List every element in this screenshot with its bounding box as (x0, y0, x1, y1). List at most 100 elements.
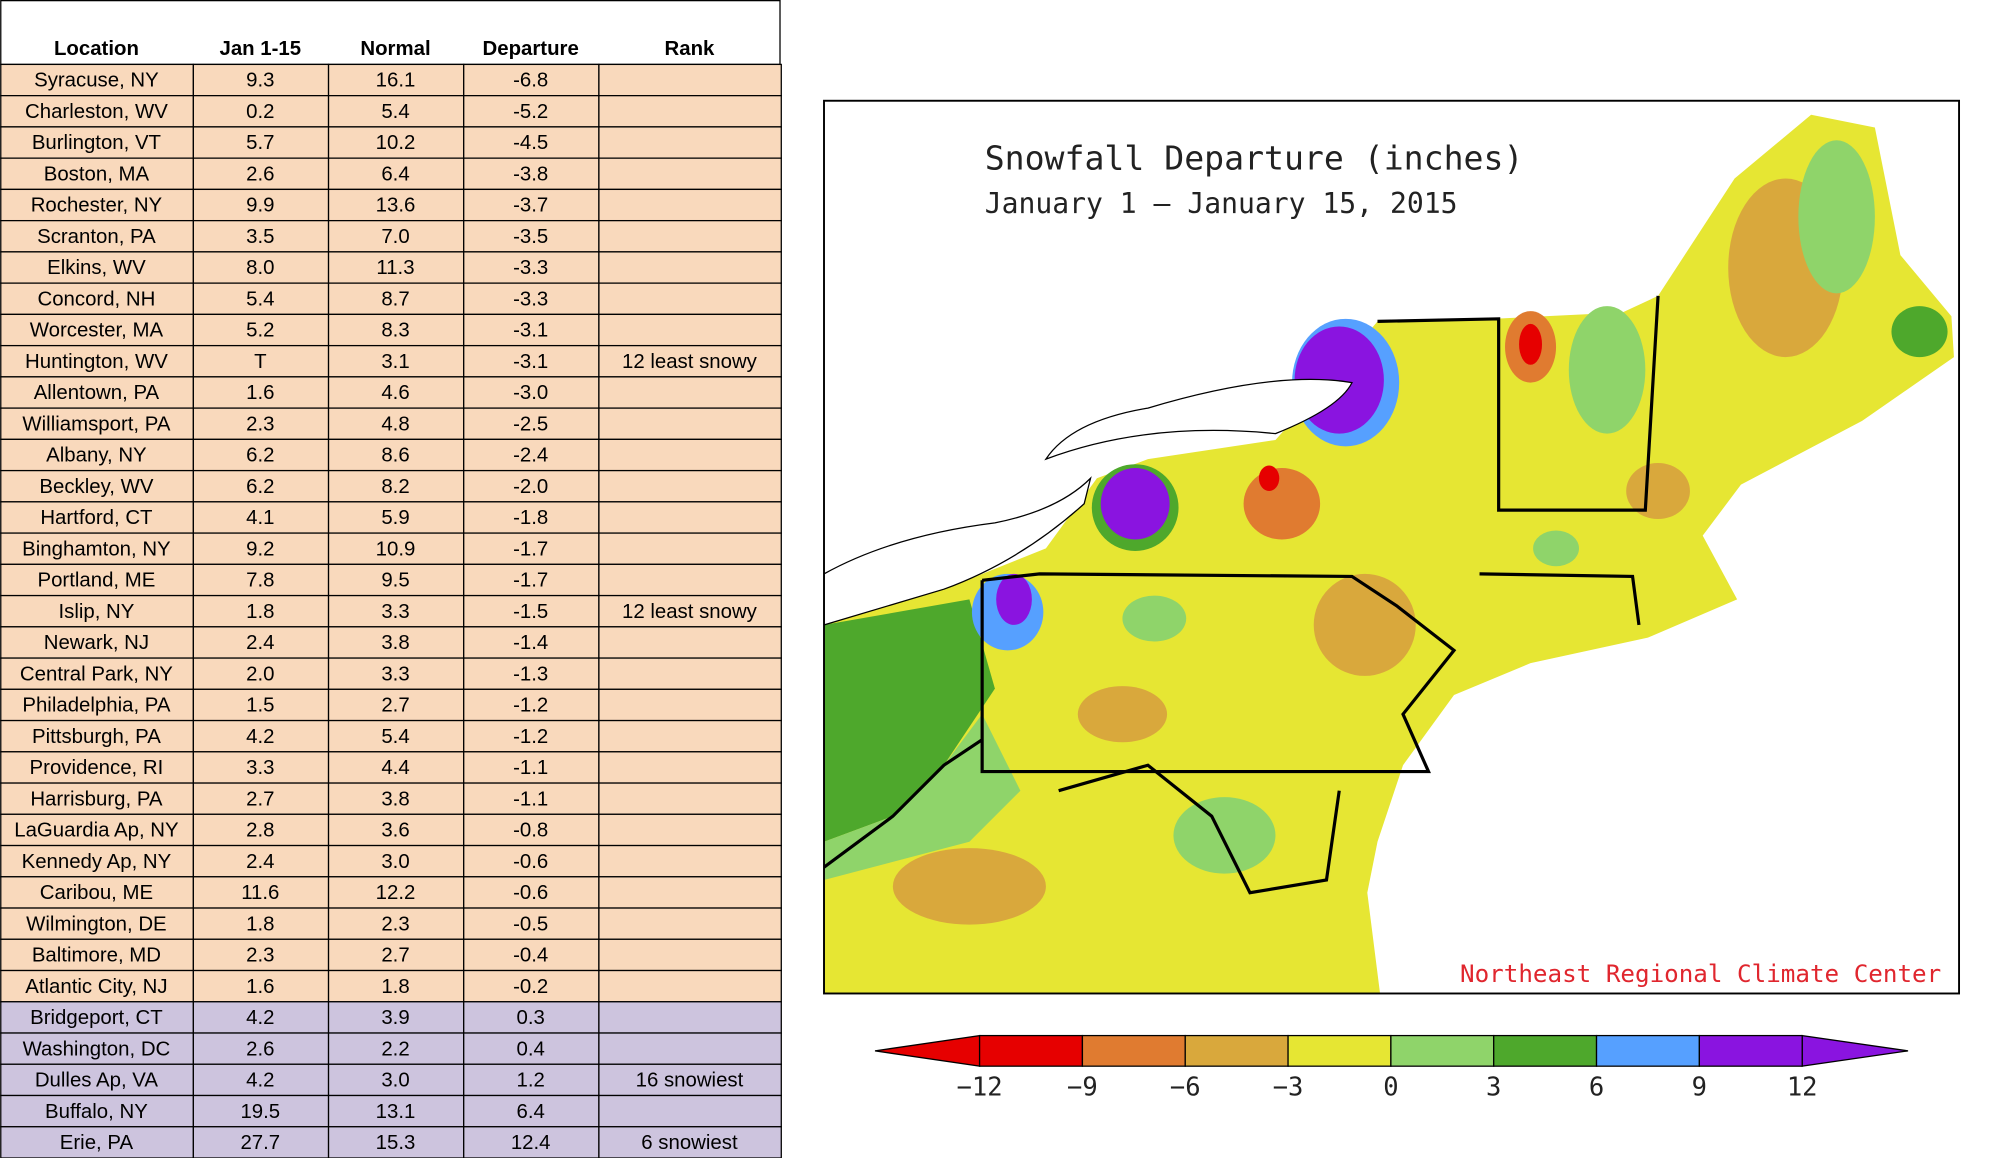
cell-bg (598, 438, 782, 472)
cell-text: -1.8 (513, 507, 548, 529)
cell-text: 0.3 (516, 1007, 544, 1029)
cell-bg (598, 751, 782, 784)
cell-text: 9.3 (246, 70, 274, 92)
cell-text: Caribou, ME (40, 882, 153, 904)
cell-text: 1.6 (246, 382, 274, 404)
blob (1313, 573, 1416, 676)
blob (1173, 797, 1276, 874)
cell-bg (192, 969, 330, 1003)
cell-bg (327, 313, 465, 347)
cell-bg (327, 188, 465, 222)
cell-text: -2.0 (513, 476, 548, 498)
cell-bg (327, 782, 465, 815)
cell-bg (0, 1001, 194, 1034)
cell-text: Philadelphia, PA (22, 695, 171, 717)
cell-text: 11.3 (376, 257, 414, 279)
cell-text: Kennedy Ap, NY (22, 851, 172, 873)
cell-bg (598, 219, 782, 253)
cell-bg (192, 282, 330, 316)
map-credit: Northeast Regional Climate Center (1460, 960, 1941, 988)
cell-bg (192, 844, 330, 878)
cell-text: -3.8 (513, 163, 548, 185)
cell-text: 8.6 (381, 445, 409, 467)
cell-bg (463, 438, 600, 472)
cell-text: Islip, NY (58, 601, 134, 623)
cell-text: Buffalo, NY (45, 1101, 148, 1123)
cell-bg (598, 126, 782, 159)
cell-text: 10.2 (376, 132, 416, 154)
cell-text: Elkins, WV (47, 257, 146, 279)
cell-text: -1.3 (513, 663, 548, 685)
cell-text: Syracuse, NY (34, 70, 159, 92)
cell-bg (0, 63, 194, 97)
cell-bg (192, 1032, 330, 1065)
cell-bg (463, 688, 600, 722)
cell-text: Concord, NH (37, 288, 155, 310)
cell-bg (463, 813, 600, 847)
cell-text: -3.1 (513, 320, 548, 342)
state-lines (824, 295, 1660, 895)
cell-bg (463, 719, 600, 753)
cell-bg (463, 157, 600, 191)
colorbar-tick-label: 0 (1383, 1073, 1398, 1103)
column-header: Normal (360, 38, 430, 60)
cell-text: 2.4 (246, 851, 274, 873)
cell-bg (598, 282, 782, 316)
cell-text: 12 least snowy (622, 601, 758, 623)
cell-bg (0, 95, 194, 128)
cell-bg (327, 251, 465, 284)
cell-text: 4.6 (381, 382, 409, 404)
cell-text: -1.4 (513, 632, 548, 654)
state-line (824, 738, 984, 869)
cell-text: -0.5 (513, 913, 548, 935)
blob (996, 573, 1032, 625)
cell-bg (192, 532, 330, 565)
colorbar-segment (978, 1034, 1084, 1067)
cell-bg (192, 219, 330, 253)
cell-bg (598, 563, 782, 597)
cell-bg (0, 969, 194, 1003)
cell-bg (463, 844, 600, 878)
cell-bg (463, 938, 600, 972)
colorbar-segment (1698, 1034, 1803, 1067)
cell-text: 2.3 (381, 913, 409, 935)
cell-text: Worcester, MA (30, 320, 164, 342)
cell-text: -1.1 (513, 788, 548, 810)
cell-bg (598, 532, 782, 565)
map-subtitle: January 1 — January 15, 2015 (985, 187, 1458, 220)
cell-bg (598, 938, 782, 972)
cell-bg (598, 501, 782, 534)
column-header: Jan 1-15 (219, 38, 301, 60)
cell-text: 6.2 (246, 476, 274, 498)
cell-text: 2.3 (246, 413, 274, 435)
cell-bg (0, 469, 194, 503)
cell-bg (0, 126, 194, 159)
column-header: Location (54, 38, 139, 60)
cell-text: 10.9 (376, 538, 416, 560)
cell-text: 11.6 (241, 882, 279, 904)
colorbar-tick-label: 3 (1486, 1073, 1501, 1103)
green-west (824, 599, 995, 842)
cell-text: Huntington, WV (25, 351, 168, 373)
cell-bg (463, 532, 600, 565)
cell-bg (327, 626, 465, 659)
cell-text: -1.7 (513, 538, 548, 560)
cell-bg (0, 563, 194, 597)
cell-text: 2.7 (381, 945, 409, 967)
header-bg (0, 0, 781, 66)
cell-bg (598, 188, 782, 222)
colorbar-segment (1081, 1034, 1186, 1067)
cell-text: 3.8 (381, 632, 409, 654)
cell-text: Binghamton, NY (22, 538, 171, 560)
cell-text: Rochester, NY (31, 195, 163, 217)
cell-text: -2.5 (513, 413, 548, 435)
cell-bg (598, 688, 782, 722)
cell-bg (598, 844, 782, 878)
cell-text: 2.8 (246, 820, 274, 842)
cell-bg (192, 407, 330, 440)
cell-bg (463, 907, 600, 940)
lake-ontario (1044, 378, 1353, 461)
cell-text: -0.8 (513, 820, 548, 842)
cell-bg (192, 251, 330, 284)
cell-bg (0, 844, 194, 878)
